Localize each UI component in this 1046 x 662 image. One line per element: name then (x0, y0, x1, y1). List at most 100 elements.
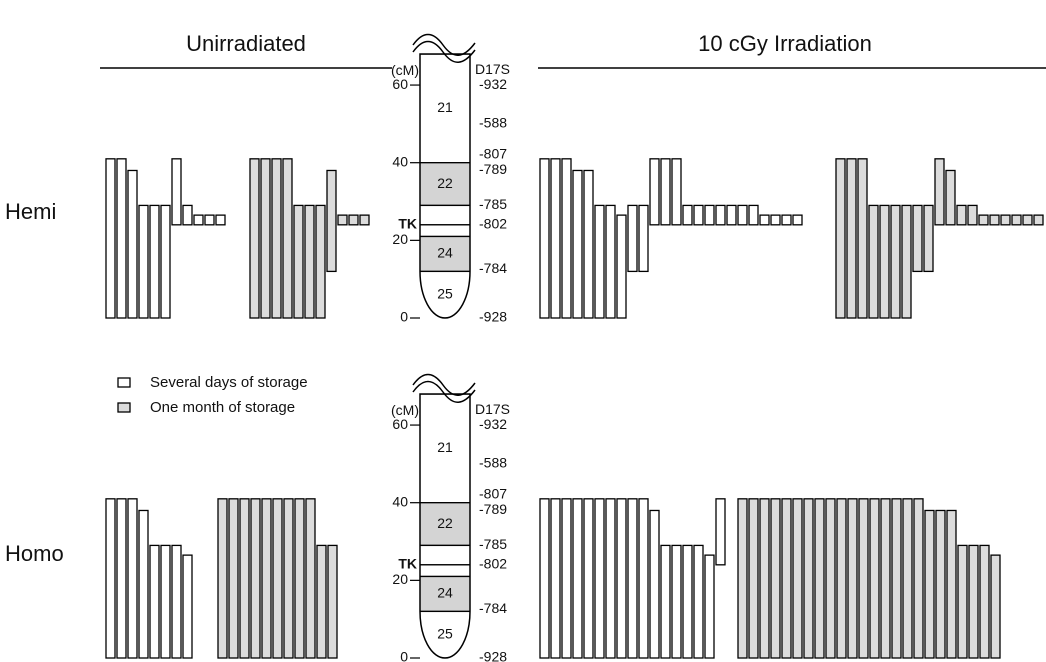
bar (105, 498, 116, 659)
bar (616, 214, 627, 319)
band-label: 21 (437, 439, 453, 455)
bar (846, 158, 857, 319)
bar (835, 158, 846, 319)
tick-label: 60 (392, 76, 408, 92)
bar (561, 498, 572, 659)
bar (858, 498, 869, 659)
bar (627, 498, 638, 659)
bar (770, 498, 781, 659)
bar (649, 509, 660, 659)
tick-label: 20 (392, 571, 408, 587)
bar (572, 498, 583, 659)
bar (283, 498, 294, 659)
band (420, 235, 470, 273)
bar (316, 544, 327, 659)
bar (583, 169, 594, 319)
bar (693, 204, 704, 226)
bar (748, 498, 759, 659)
bar (869, 498, 880, 659)
bar (627, 204, 638, 273)
bar (890, 204, 901, 319)
tick-label: 60 (392, 416, 408, 432)
bar (660, 544, 671, 659)
bar (616, 498, 627, 659)
bar (956, 204, 967, 226)
bar (759, 498, 770, 659)
row-label: Homo (5, 541, 64, 566)
bar (261, 498, 272, 659)
bar (293, 204, 304, 319)
bar (171, 544, 182, 659)
bar (857, 158, 868, 319)
tick-label: 20 (392, 231, 408, 247)
bar (891, 498, 902, 659)
bar (250, 498, 261, 659)
bar (1022, 214, 1033, 226)
bar (105, 158, 116, 319)
tick-label: 40 (392, 493, 408, 509)
chromosome-outline (419, 53, 471, 319)
bar (946, 509, 957, 659)
bar (990, 554, 1001, 659)
gene-label: TK (398, 216, 417, 232)
bar (260, 158, 271, 319)
bar (638, 498, 649, 659)
bar (836, 498, 847, 659)
bar (935, 509, 946, 659)
bar (605, 204, 616, 319)
column-title: 10 cGy Irradiation (698, 31, 872, 56)
bar (1011, 214, 1022, 226)
bar (561, 158, 572, 319)
bar (160, 204, 171, 319)
bar (682, 544, 693, 659)
bar (913, 498, 924, 659)
bar (726, 204, 737, 226)
marker-label: -807 (479, 486, 507, 502)
band-label: 25 (437, 285, 453, 301)
bar (160, 544, 171, 659)
bar (138, 204, 149, 319)
bar (968, 544, 979, 659)
legend-label: Several days of storage (150, 374, 308, 391)
bar (305, 498, 316, 659)
tick-label: 0 (400, 309, 408, 325)
bar (282, 158, 293, 319)
bar (594, 204, 605, 319)
bar (327, 544, 338, 659)
unit-label: (cM) (391, 62, 419, 78)
bar (182, 204, 193, 226)
marker-label: -785 (479, 536, 507, 552)
bar (249, 158, 260, 319)
bar (901, 204, 912, 319)
bar (803, 498, 814, 659)
marker-set: D17S (475, 401, 510, 417)
bar (978, 214, 989, 226)
bar (902, 498, 913, 659)
bar (204, 214, 215, 226)
bar (550, 158, 561, 319)
bar (315, 204, 326, 319)
band-label: 22 (437, 515, 453, 531)
bar (239, 498, 250, 659)
marker-label: -928 (479, 309, 507, 325)
bar (348, 214, 359, 226)
bar (605, 498, 616, 659)
marker-label: -588 (479, 455, 507, 471)
bar (715, 204, 726, 226)
bar (967, 204, 978, 226)
marker-label: -588 (479, 115, 507, 131)
break-mark (412, 373, 476, 396)
band-label: 25 (437, 625, 453, 641)
marker-label: -784 (479, 260, 507, 276)
column-title: Unirradiated (186, 31, 306, 56)
bar (116, 158, 127, 319)
bar (594, 498, 605, 659)
bar (326, 169, 337, 273)
marker-label: -785 (479, 196, 507, 212)
bar (693, 544, 704, 659)
marker-label: -802 (479, 556, 507, 572)
band (420, 575, 470, 613)
chromosome (420, 54, 470, 318)
bar (989, 214, 1000, 226)
bar (228, 498, 239, 659)
